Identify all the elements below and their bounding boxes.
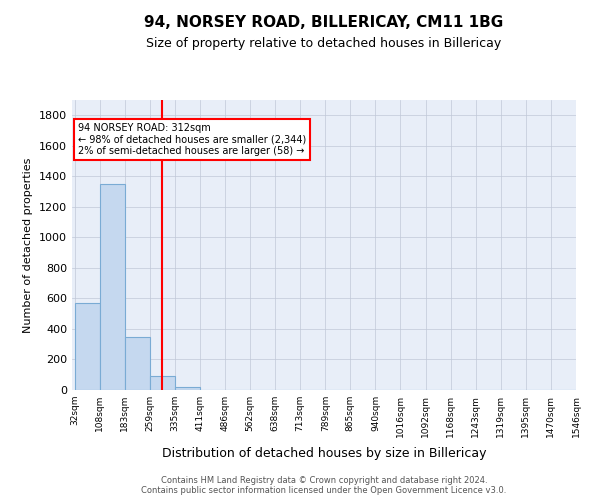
Bar: [125, 336, 150, 390]
Bar: [150, 376, 175, 390]
Text: Size of property relative to detached houses in Billericay: Size of property relative to detached ho…: [146, 38, 502, 51]
Text: 94, NORSEY ROAD, BILLERICAY, CM11 1BG: 94, NORSEY ROAD, BILLERICAY, CM11 1BG: [145, 15, 503, 30]
Text: Distribution of detached houses by size in Billericay: Distribution of detached houses by size …: [162, 448, 486, 460]
Bar: [100, 184, 125, 390]
Bar: [175, 387, 200, 390]
Y-axis label: Number of detached properties: Number of detached properties: [23, 158, 34, 332]
Text: Contains HM Land Registry data © Crown copyright and database right 2024.
Contai: Contains HM Land Registry data © Crown c…: [142, 476, 506, 495]
Text: 94 NORSEY ROAD: 312sqm
← 98% of detached houses are smaller (2,344)
2% of semi-d: 94 NORSEY ROAD: 312sqm ← 98% of detached…: [77, 123, 306, 156]
Bar: [74, 303, 100, 390]
